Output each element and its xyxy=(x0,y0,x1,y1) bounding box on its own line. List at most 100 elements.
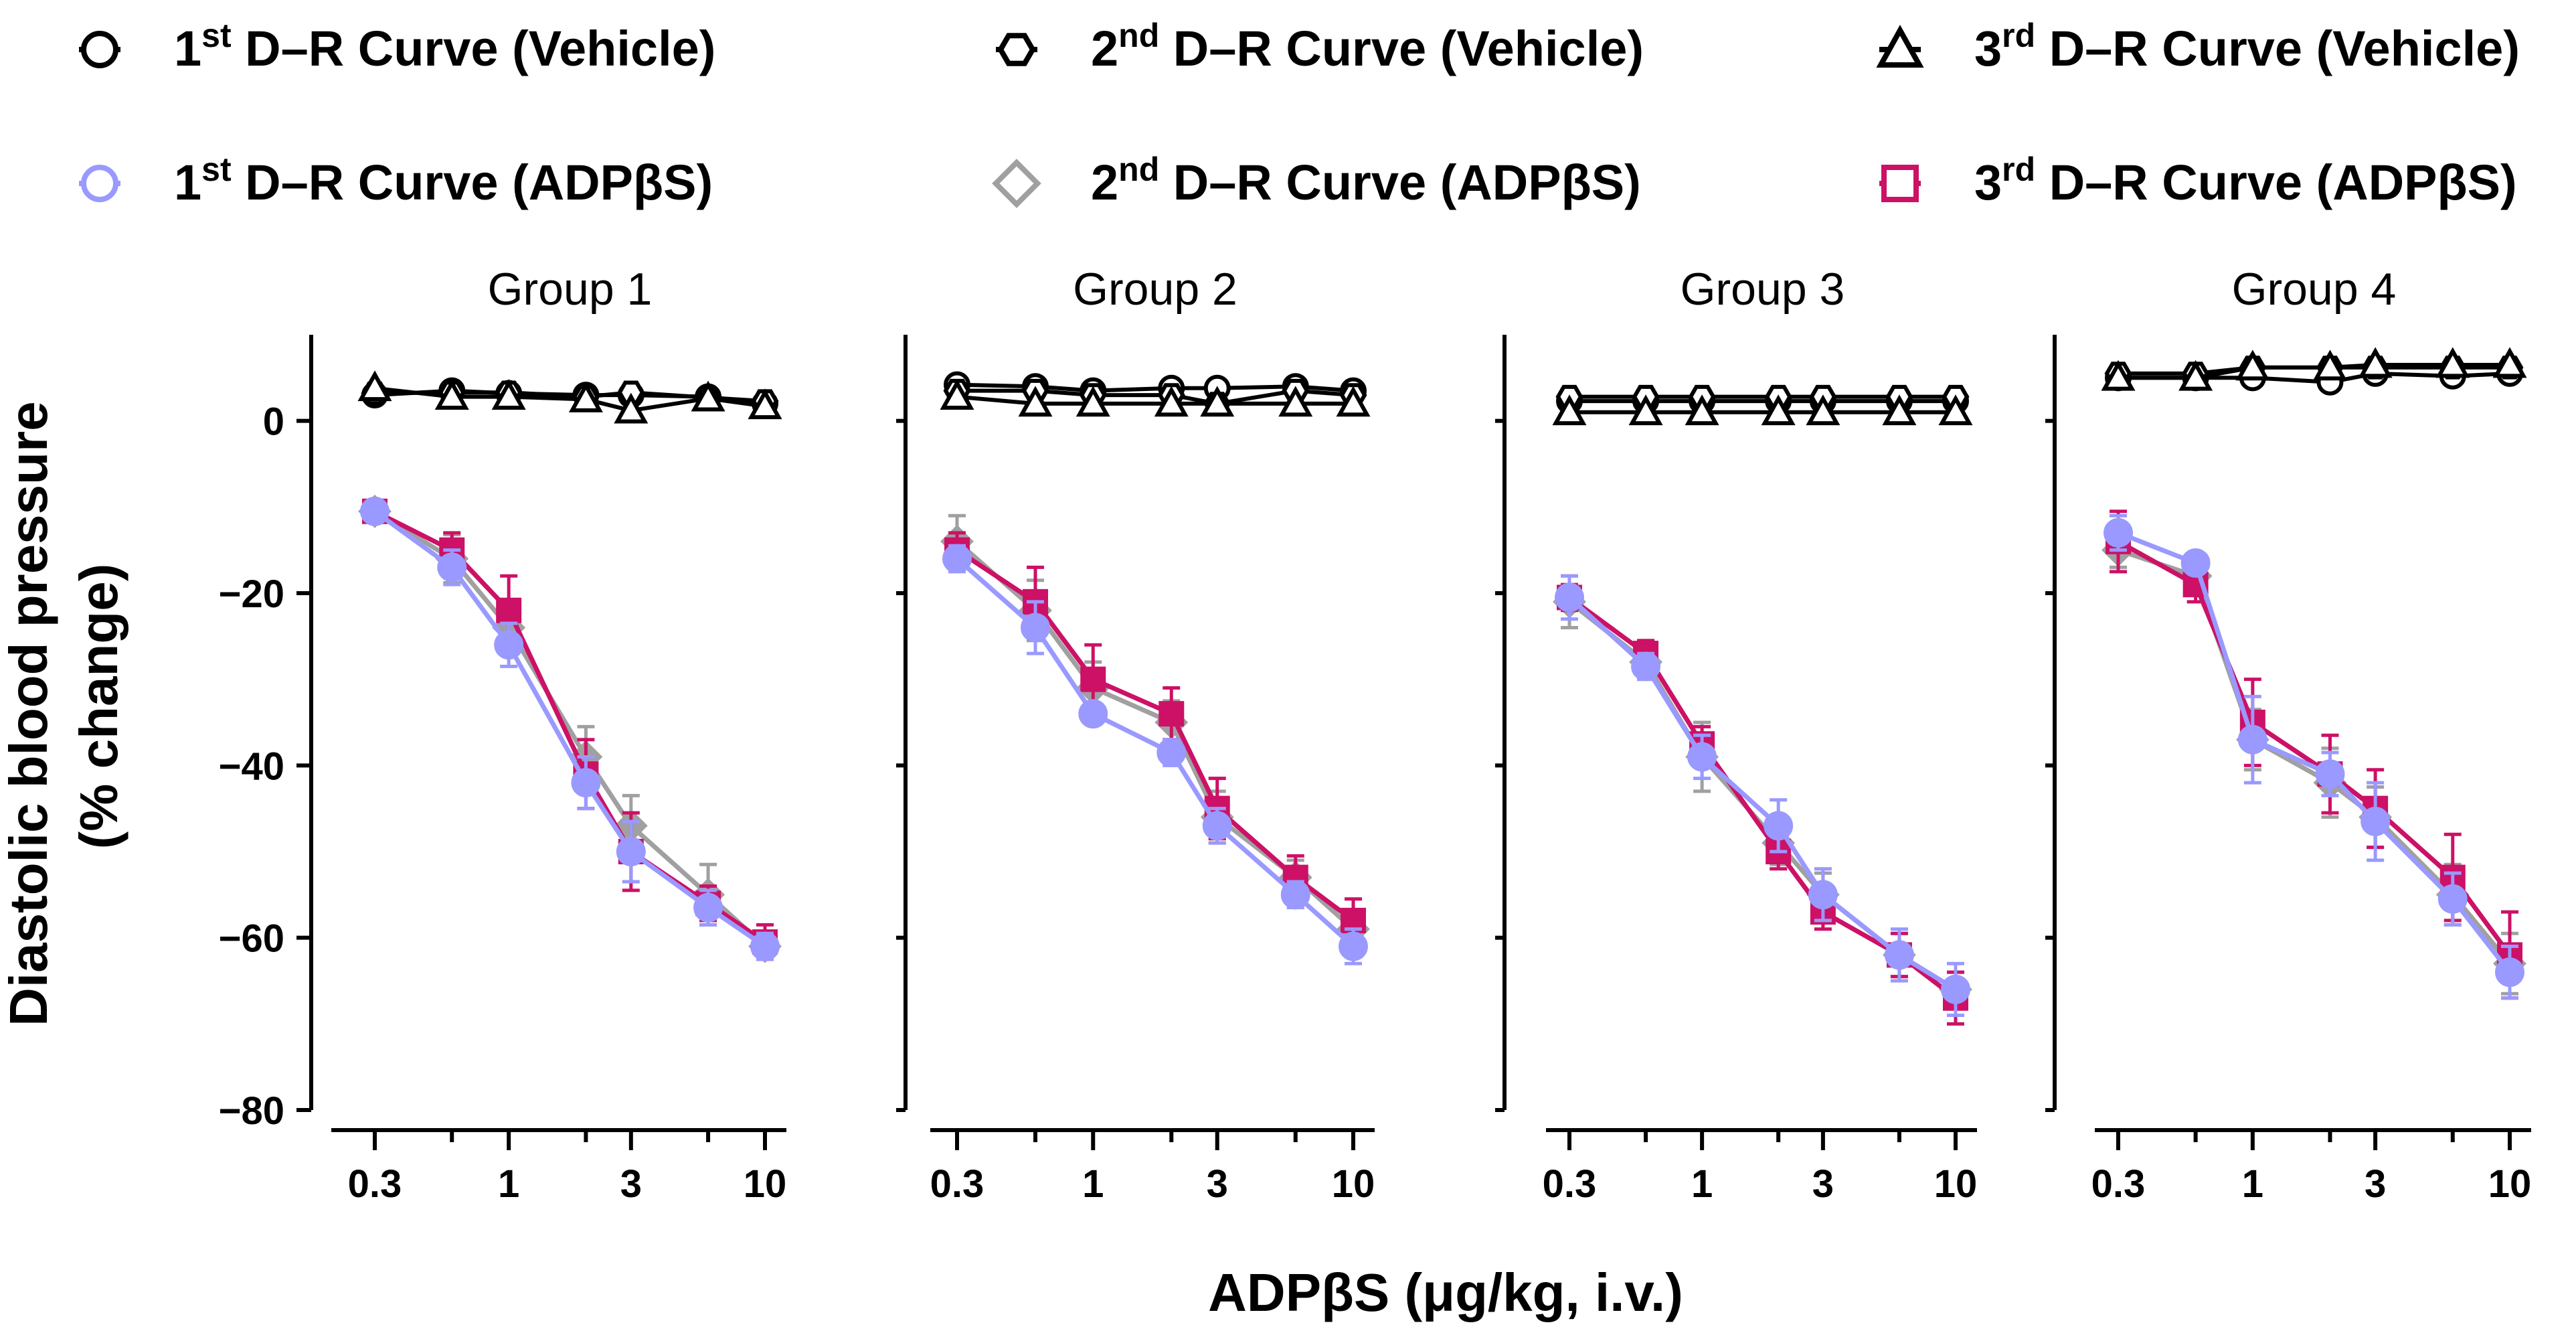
x-tick-label: 3 xyxy=(1207,1162,1228,1206)
series-adpbs-1st xyxy=(2103,514,2524,1000)
data-point xyxy=(571,768,601,798)
data-point xyxy=(1076,386,1110,417)
data-point xyxy=(2101,360,2136,391)
series-vehicle-2nd xyxy=(1555,384,1970,409)
legend-item: 2nd D–R Curve (ADPβS) xyxy=(992,151,1641,210)
legend-item: 3rd D–R Curve (Vehicle) xyxy=(1876,17,2520,76)
data-point xyxy=(1761,394,1796,426)
x-tick-label: 3 xyxy=(2365,1162,2386,1206)
legend-description: D–R Curve (Vehicle) xyxy=(232,21,716,76)
legend-superscript: st xyxy=(201,17,232,54)
data-point xyxy=(691,380,725,412)
series-vehicle-3rd xyxy=(2101,347,2527,391)
data-point xyxy=(1882,394,1917,426)
legend-item: 2nd D–R Curve (Vehicle) xyxy=(996,17,1644,76)
legend-item: 3rd D–R Curve (ADPβS) xyxy=(1879,151,2517,210)
legend-label: 2nd D–R Curve (Vehicle) xyxy=(1091,17,1644,76)
data-point xyxy=(1018,386,1053,417)
data-point xyxy=(616,837,646,866)
legend-superscript: rd xyxy=(2002,151,2035,188)
series-adpbs-1st xyxy=(360,496,780,961)
series-vehicle-3rd xyxy=(357,370,782,424)
legend-description: D–R Curve (ADPβS) xyxy=(232,155,713,210)
legend-marker-icon xyxy=(1876,24,1924,68)
data-point xyxy=(1158,701,1185,727)
x-tick-label: 10 xyxy=(744,1162,787,1206)
data-point xyxy=(2437,884,2468,914)
data-point xyxy=(617,380,645,404)
legend-superscript: st xyxy=(201,151,232,188)
panel-group-1: Group 1 0 −20 −40 −60 −80 0.3 1 3 10 xyxy=(219,264,787,1206)
data-point xyxy=(1685,394,1719,426)
legend-marker-icon xyxy=(992,159,1041,208)
x-tick-label: 10 xyxy=(2488,1162,2532,1206)
legend-label: 2nd D–R Curve (ADPβS) xyxy=(1091,151,1641,210)
data-point xyxy=(1941,974,1970,1004)
x-tick-label: 3 xyxy=(620,1162,642,1206)
data-point xyxy=(2178,360,2213,391)
panel-title: Group 1 xyxy=(488,264,653,315)
legend-ordinal: 2 xyxy=(1091,155,1118,210)
y-tick-label: −60 xyxy=(219,917,284,961)
legend-description: D–R Curve (ADPβS) xyxy=(2035,155,2517,210)
series-adpbs-1st xyxy=(1555,574,1970,1017)
x-tick-label: 0.3 xyxy=(1543,1162,1597,1206)
panel-title: Group 3 xyxy=(1681,264,1845,315)
data-point xyxy=(1202,811,1232,841)
x-tick-label: 1 xyxy=(1082,1162,1104,1206)
data-point xyxy=(2495,957,2524,988)
y-tick-label: −40 xyxy=(219,744,284,788)
data-point xyxy=(568,381,603,412)
legend-label: 3rd D–R Curve (ADPβS) xyxy=(1974,151,2517,210)
data-point xyxy=(1764,811,1794,841)
data-point xyxy=(437,552,467,582)
legend-label: 1st D–R Curve (Vehicle) xyxy=(174,17,715,76)
data-point xyxy=(434,379,469,410)
panel-group-4: Group 4 0.3 1 3 10 xyxy=(2045,264,2531,1206)
data-point xyxy=(491,379,526,410)
data-point xyxy=(940,379,974,410)
x-tick-label: 0.3 xyxy=(348,1162,402,1206)
data-point xyxy=(1806,394,1840,426)
x-tick-label: 10 xyxy=(1332,1162,1375,1206)
series-vehicle-3rd xyxy=(940,379,1371,417)
data-point xyxy=(614,392,649,424)
y-tick-label: −80 xyxy=(219,1089,284,1133)
legend-marker-icon xyxy=(997,33,1036,66)
data-point xyxy=(2358,347,2393,378)
data-point xyxy=(1555,582,1584,613)
data-point xyxy=(2312,349,2347,381)
data-point xyxy=(2492,347,2527,378)
legend-marker-icon xyxy=(1881,165,1919,202)
data-point xyxy=(1938,394,1973,426)
data-point xyxy=(1078,699,1108,729)
data-point xyxy=(2103,518,2133,548)
x-tick-label: 1 xyxy=(2242,1162,2263,1206)
data-point xyxy=(2360,806,2391,836)
legend-label: 1st D–R Curve (ADPβS) xyxy=(174,151,713,210)
data-point xyxy=(496,597,522,623)
panels: Group 1 0 −20 −40 −60 −80 0.3 1 3 10 Group 2 0.3 1 3 1… xyxy=(219,264,2532,1206)
data-point xyxy=(357,370,392,402)
data-point xyxy=(2180,548,2211,578)
panel-group-3: Group 3 0.3 1 3 10 xyxy=(1495,264,1977,1206)
x-tick-label: 0.3 xyxy=(930,1162,984,1206)
x-tick-label: 0.3 xyxy=(2091,1162,2146,1206)
data-point xyxy=(748,388,782,420)
legend-description: D–R Curve (Vehicle) xyxy=(2035,21,2520,76)
data-point xyxy=(1631,651,1661,682)
legend-ordinal: 1 xyxy=(174,155,201,210)
data-point xyxy=(1021,613,1051,643)
y-axis-title-line1: Diastolic blood pressure xyxy=(0,401,58,1026)
legend-description: D–R Curve (Vehicle) xyxy=(1159,21,1644,76)
data-point xyxy=(2315,759,2345,789)
legend-superscript: rd xyxy=(2002,17,2035,54)
legend-superscript: nd xyxy=(1118,17,1159,54)
data-point xyxy=(1628,394,1663,426)
data-point xyxy=(1080,666,1106,692)
data-point xyxy=(1278,386,1313,417)
data-point xyxy=(942,544,972,574)
data-point xyxy=(1336,386,1371,417)
data-point xyxy=(1884,940,1914,970)
